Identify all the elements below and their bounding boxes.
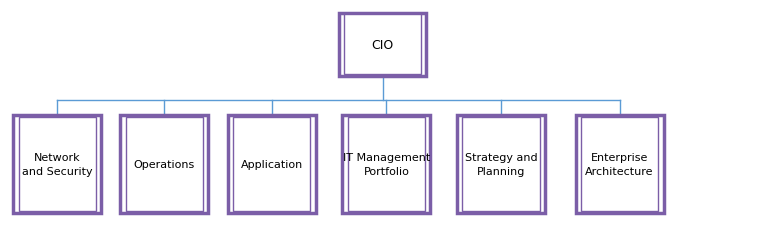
Text: Strategy and
Planning: Strategy and Planning [465,153,537,176]
Bar [347,117,425,211]
Bar [125,117,203,211]
Bar [18,117,96,211]
Bar [227,116,315,213]
Bar [338,14,426,76]
Text: Application: Application [240,159,303,169]
Text: Network
and Security: Network and Security [22,153,93,176]
Bar [343,15,421,75]
Text: Operations: Operations [134,159,195,169]
Text: CIO: CIO [371,38,394,52]
Bar [233,117,311,211]
Bar [343,116,430,213]
Bar [581,117,658,211]
Bar [575,116,664,213]
Bar [13,116,101,213]
Bar [120,116,208,213]
Text: IT Management
Portfolio: IT Management Portfolio [343,153,430,176]
Bar [462,117,539,211]
Bar [457,116,545,213]
Text: Enterprise
Architecture: Enterprise Architecture [585,153,654,176]
